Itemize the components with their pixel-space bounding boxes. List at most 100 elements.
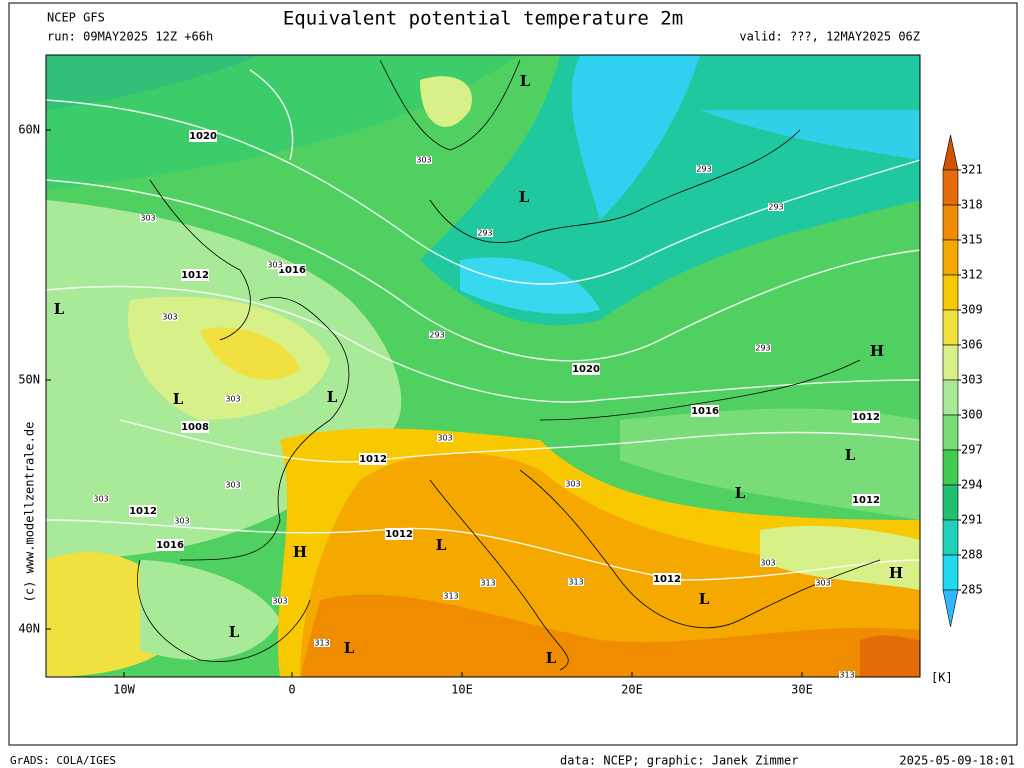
isobar-label-bg: [385, 528, 413, 540]
isobar-label: 1012: [653, 574, 681, 585]
contour-label-bg: [272, 597, 288, 605]
pressure-center: H: [870, 342, 884, 360]
colorbar-label: 294: [961, 478, 983, 492]
colorbar-label: 318: [961, 198, 983, 212]
colorbar-label: 315: [961, 233, 983, 247]
contour-label-bg: [93, 495, 109, 503]
contour-label: 313: [314, 639, 329, 648]
pressure-center: L: [845, 446, 856, 464]
pressure-center: L: [436, 536, 447, 554]
contour-label-bg: [162, 313, 178, 321]
contour-label: 303: [93, 495, 108, 504]
isobar-label: 1012: [385, 529, 413, 540]
credit: (c) www.modellzentrale.de: [23, 422, 37, 603]
contour-label-bg: [267, 261, 283, 269]
colorbar-band: [942, 519, 959, 556]
isobar-label-bg: [572, 363, 600, 375]
pressure-center: L: [519, 188, 530, 206]
colorbar-label: 297: [961, 443, 983, 457]
contour-label: 313: [568, 578, 583, 587]
pressure-center: L: [344, 639, 355, 657]
contour-label: 303: [162, 313, 177, 322]
colorbar-label: 285: [961, 583, 983, 597]
isobar-label-bg: [156, 539, 184, 551]
page-border: [8, 2, 1018, 746]
contour-label-bg: [174, 517, 190, 525]
pressure-center: L: [229, 623, 240, 641]
pressure-center: L: [735, 484, 746, 502]
pressure-center: L: [54, 300, 65, 318]
isobar-label: 1012: [359, 454, 387, 465]
contour-label-bg: [437, 434, 453, 442]
isobar-label: 1012: [181, 270, 209, 281]
colorbar-band: [942, 484, 959, 521]
contour-label: 293: [429, 331, 444, 340]
run-info: run: 09MAY2025 12Z +66h: [47, 30, 213, 44]
isobar-label-bg: [129, 505, 157, 517]
contour-label-bg: [768, 203, 784, 211]
contour-label-bg: [225, 481, 241, 489]
footer-left: GrADS: COLA/IGES: [10, 754, 116, 767]
isobar-label-bg: [278, 264, 306, 276]
colorbar-band: [942, 554, 959, 591]
lat-label: 50N: [18, 373, 40, 387]
contour-label: 293: [696, 165, 711, 174]
map-frame: [45, 54, 921, 678]
contour-label-bg: [477, 229, 493, 237]
contour-label: 303: [437, 434, 452, 443]
model-name: NCEP GFS: [47, 11, 105, 25]
isobar-label: 1012: [852, 412, 880, 423]
contour-label: 293: [755, 344, 770, 353]
isobar-label: 1016: [691, 406, 719, 417]
map-title: Equivalent potential temperature 2m: [283, 8, 683, 30]
contour-label: 303: [174, 517, 189, 526]
lon-label: 30E: [791, 683, 813, 697]
isobar-label-bg: [359, 453, 387, 465]
isobar-label: 1012: [129, 506, 157, 517]
isobar-label: 1020: [189, 131, 217, 142]
valid-time: valid: ???, 12MAY2025 06Z: [739, 30, 920, 44]
colorbar-band: [942, 204, 959, 241]
contour-label-bg: [839, 671, 855, 679]
colorbar-label: 321: [961, 163, 983, 177]
contour-label: 303: [140, 214, 155, 223]
contour-label-bg: [565, 480, 581, 488]
colorbar-unit: [K]: [931, 671, 953, 685]
isobar-label-bg: [691, 405, 719, 417]
pressure-center: H: [293, 543, 307, 561]
isobar-label-bg: [653, 573, 681, 585]
contour-label-bg: [815, 579, 831, 587]
lon-label: 10E: [451, 683, 473, 697]
isobar-label-bg: [852, 494, 880, 506]
contour-label-bg: [568, 578, 584, 586]
lon-label: 20E: [621, 683, 643, 697]
contour-label-bg: [314, 639, 330, 647]
colorbar-label: 291: [961, 513, 983, 527]
isobar-label-bg: [181, 421, 209, 433]
colorbar-band: [942, 309, 959, 346]
header: NCEP GFS run: 09MAY2025 12Z +66h Equival…: [47, 8, 920, 44]
contour-label: 303: [225, 395, 240, 404]
footer-center: data: NCEP; graphic: Janek Zimmer: [560, 754, 798, 768]
isobar-label: 1016: [278, 265, 306, 276]
isobar-label: 1008: [181, 422, 209, 433]
lat-label: 40N: [18, 622, 40, 636]
isobar-label-bg: [189, 130, 217, 142]
isobar-label-bg: [852, 411, 880, 423]
contour-label: 303: [267, 261, 282, 270]
colorbar-label: 306: [961, 338, 983, 352]
colorbar-band: [942, 449, 959, 486]
contour-label-bg: [443, 592, 459, 600]
contour-label-bg: [755, 344, 771, 352]
isobar-label-bg: [181, 269, 209, 281]
colorbar-label: 288: [961, 548, 983, 562]
isobar-label: 1016: [156, 540, 184, 551]
colorbar-label: 300: [961, 408, 983, 422]
contour-label: 303: [225, 481, 240, 490]
contour-label-bg: [225, 395, 241, 403]
contour-label: 313: [443, 592, 458, 601]
contour-label-bg: [480, 579, 496, 587]
lat-label: 60N: [18, 123, 40, 137]
colorbar-band: [942, 414, 959, 451]
colorbar-band: [942, 379, 959, 416]
